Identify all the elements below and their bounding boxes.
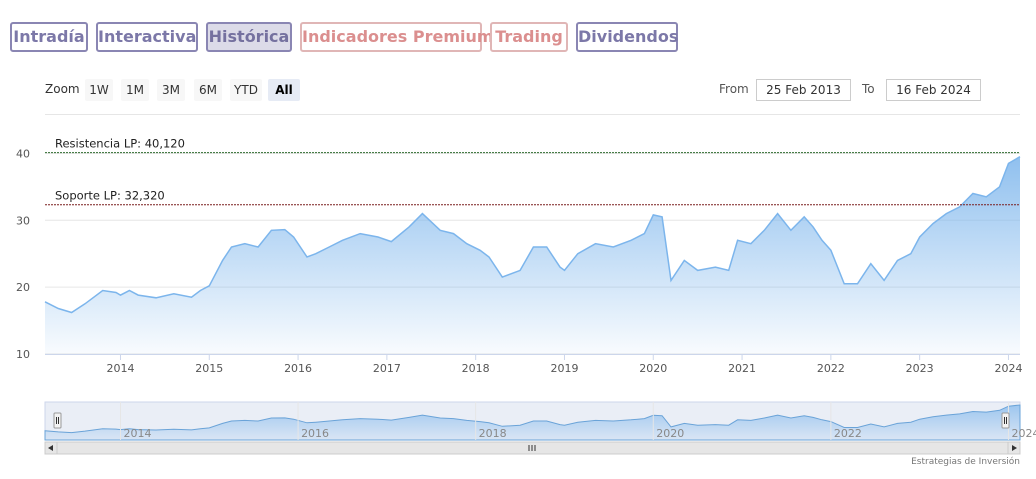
zoom-all-button[interactable]: All	[268, 79, 300, 101]
zoom-ytd-button[interactable]: YTD	[230, 79, 262, 101]
tab-trading[interactable]: Trading	[490, 22, 568, 52]
tab-dividendos[interactable]: Dividendos	[576, 22, 678, 52]
from-label: From	[719, 82, 749, 96]
x-tick-label-2024: 2024	[994, 362, 1022, 375]
y-tick-label-30: 30	[16, 214, 30, 227]
x-tick-label-2017: 2017	[373, 362, 401, 375]
navigator-handle-right	[1001, 412, 1010, 429]
x-tick-label-2018: 2018	[462, 362, 490, 375]
scrollbar-left-arrow-icon	[48, 445, 53, 451]
range-separator	[45, 114, 1020, 115]
x-tick-label-2022: 2022	[817, 362, 845, 375]
x-tick-label-2014: 2014	[106, 362, 134, 375]
navigator-label-2022: 2022	[834, 427, 862, 440]
x-tick-label-2015: 2015	[195, 362, 223, 375]
y-tick-label-20: 20	[16, 281, 30, 294]
y-tick-label-10: 10	[16, 348, 30, 361]
x-tick-label-2016: 2016	[284, 362, 312, 375]
navigator-label-2018: 2018	[479, 427, 507, 440]
zoom-1w-button[interactable]: 1W	[85, 79, 113, 101]
scrollbar[interactable]	[44, 441, 1021, 455]
to-label: To	[862, 82, 875, 96]
navigator-label-2014: 2014	[123, 427, 151, 440]
series-area	[45, 156, 1020, 354]
zoom-3m-button[interactable]: 3M	[157, 79, 185, 101]
zoom-1m-button[interactable]: 1M	[121, 79, 149, 101]
tab-intradia[interactable]: Intradía	[10, 22, 88, 52]
y-tick-label-40: 40	[16, 147, 30, 160]
navigator[interactable]: 2014 2016 2018 2020 2022 2024	[44, 401, 1036, 441]
x-axis: 2014 2015 2016 2017 2018 2019 2020 2021 2022 2023…	[45, 354, 1022, 375]
to-date-input[interactable]: 16 Feb 2024	[886, 79, 981, 101]
navigator-label-2024: 2024	[1011, 427, 1036, 440]
plot-line-label-0: Resistencia LP: 40,120	[55, 137, 185, 151]
tab-historica[interactable]: Histórica	[206, 22, 292, 52]
x-tick-label-2023: 2023	[906, 362, 934, 375]
x-tick-label-2020: 2020	[639, 362, 667, 375]
navigator-handle-left	[53, 412, 62, 429]
tab-indicadores-premium[interactable]: Indicadores Premium	[300, 22, 494, 52]
from-date-input[interactable]: 25 Feb 2013	[756, 79, 851, 101]
x-tick-label-2019: 2019	[550, 362, 578, 375]
navigator-series	[44, 404, 1021, 441]
zoom-label: Zoom	[45, 82, 80, 96]
tab-interactiva[interactable]: Interactiva	[96, 22, 198, 52]
credit-text: Estrategias de Inversión	[911, 457, 1020, 467]
plot-lines: Resistencia LP: 40,120 Soporte LP: 32,320	[45, 137, 1020, 206]
x-tick-label-2021: 2021	[728, 362, 756, 375]
y-axis: 10 20 30 40	[16, 147, 30, 361]
navigator-label-2020: 2020	[656, 427, 684, 440]
navigator-label-2016: 2016	[301, 427, 329, 440]
series-line	[44, 156, 1021, 314]
plot-line-label-1: Soporte LP: 32,320	[55, 189, 165, 203]
zoom-6m-button[interactable]: 6M	[194, 79, 222, 101]
scrollbar-right-arrow-icon	[1012, 445, 1017, 451]
